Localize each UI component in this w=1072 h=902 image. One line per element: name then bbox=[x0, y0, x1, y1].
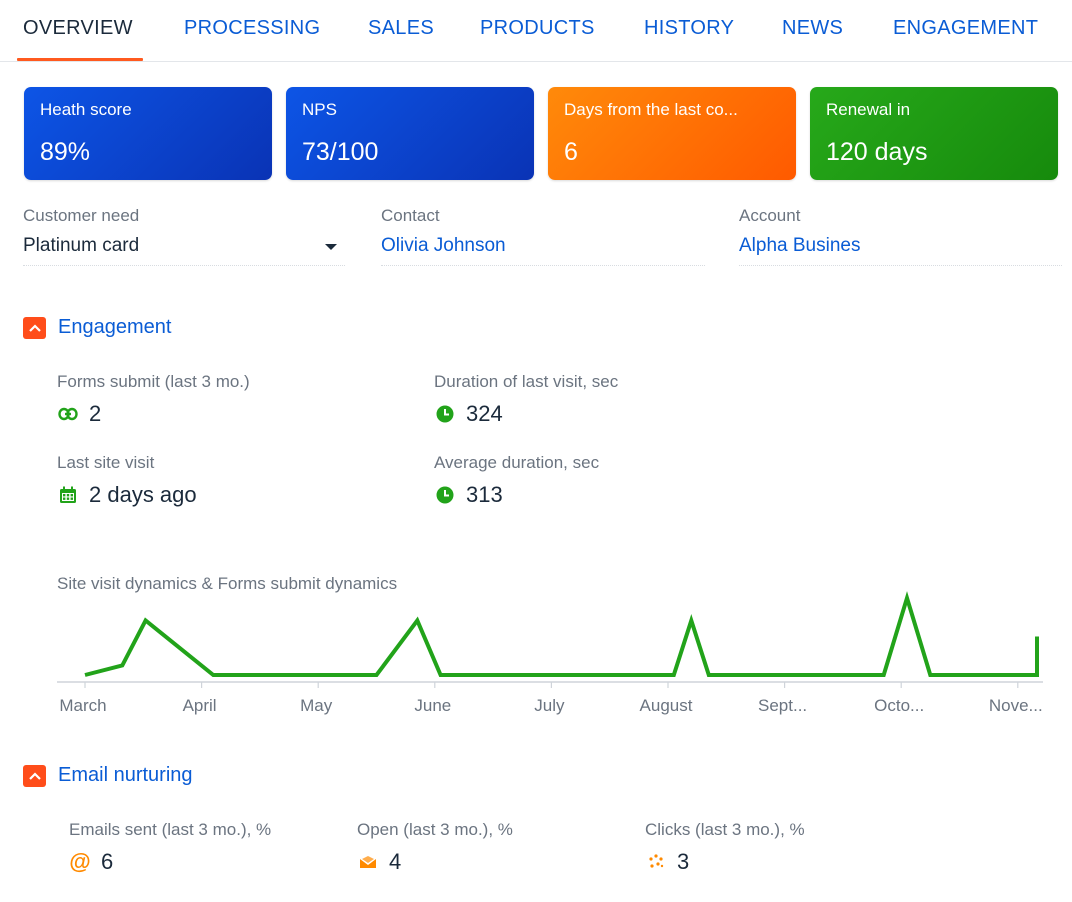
metric-label: Clicks (last 3 mo.), % bbox=[645, 820, 805, 839]
clock-icon bbox=[434, 484, 456, 506]
x-tick-label: Octo... bbox=[874, 696, 924, 715]
tab-overview[interactable]: OVERVIEW bbox=[23, 17, 133, 39]
x-tick-label: July bbox=[534, 696, 565, 715]
emails-sent-metric: Emails sent (last 3 mo.), % @ 6 bbox=[69, 820, 271, 875]
tab-bar: OVERVIEW PROCESSING SALES PRODUCTS HISTO… bbox=[0, 0, 1072, 62]
forms-submit-metric: Forms submit (last 3 mo.) 2 bbox=[57, 372, 250, 427]
tab-products[interactable]: PRODUCTS bbox=[480, 17, 595, 39]
contact-field: Contact Olivia Johnson bbox=[381, 206, 705, 266]
engagement-section-header[interactable]: Engagement bbox=[23, 316, 171, 339]
metric-value: 3 bbox=[677, 849, 690, 874]
x-tick-label: April bbox=[183, 696, 217, 715]
chart-title: Site visit dynamics & Forms submit dynam… bbox=[57, 574, 398, 593]
email-nurturing-section-header[interactable]: Email nurturing bbox=[23, 764, 193, 787]
clicks-metric: Clicks (last 3 mo.), % 3 bbox=[645, 820, 805, 875]
account-link[interactable]: Alpha Busines bbox=[739, 235, 861, 256]
tab-engagement[interactable]: ENGAGEMENT bbox=[893, 17, 1039, 39]
x-tick-label: March bbox=[59, 696, 106, 715]
tab-history[interactable]: HISTORY bbox=[644, 17, 735, 39]
account-field: Account Alpha Busines bbox=[739, 206, 1062, 266]
metric-value: 6 bbox=[101, 849, 114, 874]
section-title: Engagement bbox=[58, 316, 172, 338]
health-score-card: Heath score 89% bbox=[24, 87, 272, 180]
card-value: 89% bbox=[40, 138, 91, 166]
field-value: Platinum card bbox=[23, 235, 140, 256]
section-title: Email nurturing bbox=[58, 764, 193, 786]
last-site-visit-metric: Last site visit 2 days ago bbox=[57, 453, 197, 508]
tab-news[interactable]: NEWS bbox=[782, 17, 844, 39]
envelope-open-icon bbox=[357, 851, 379, 873]
field-label: Account bbox=[739, 206, 801, 225]
nps-card: NPS 73/100 bbox=[286, 87, 534, 180]
field-label: Customer need bbox=[23, 206, 140, 225]
x-tick-label: Sept... bbox=[758, 696, 807, 715]
active-tab-indicator bbox=[17, 58, 143, 61]
card-label: NPS bbox=[302, 100, 337, 119]
card-value: 6 bbox=[564, 138, 578, 166]
click-icon bbox=[645, 851, 667, 873]
renewal-card: Renewal in 120 days bbox=[810, 87, 1058, 180]
metric-label: Average duration, sec bbox=[434, 453, 600, 472]
x-tick-label: August bbox=[640, 696, 693, 715]
metric-value: 4 bbox=[389, 849, 402, 874]
tab-processing[interactable]: PROCESSING bbox=[184, 17, 321, 39]
x-tick-label: Nove... bbox=[989, 696, 1043, 715]
metric-value: 313 bbox=[466, 482, 503, 507]
metric-label: Open (last 3 mo.), % bbox=[357, 820, 513, 839]
metric-value: 2 bbox=[89, 401, 102, 426]
card-value: 120 days bbox=[826, 138, 928, 166]
series-line bbox=[84, 591, 1039, 677]
tab-sales[interactable]: SALES bbox=[368, 17, 434, 39]
chevron-up-icon[interactable] bbox=[23, 316, 46, 339]
metric-label: Emails sent (last 3 mo.), % bbox=[69, 820, 272, 839]
metric-value: 324 bbox=[466, 401, 503, 426]
metric-label: Last site visit bbox=[57, 453, 155, 472]
metric-label: Forms submit (last 3 mo.) bbox=[57, 372, 250, 391]
x-tick-label: June bbox=[414, 696, 451, 715]
duration-last-visit-metric: Duration of last visit, sec 324 bbox=[434, 372, 618, 427]
clock-icon bbox=[434, 403, 456, 425]
customer-need-field[interactable]: Customer need Platinum card bbox=[23, 206, 345, 266]
card-label: Days from the last co... bbox=[564, 100, 738, 119]
metric-label: Duration of last visit, sec bbox=[434, 372, 619, 391]
days-since-contact-card: Days from the last co... 6 bbox=[548, 87, 796, 180]
chevron-up-icon[interactable] bbox=[23, 764, 46, 787]
open-metric: Open (last 3 mo.), % 4 bbox=[357, 820, 513, 875]
field-label: Contact bbox=[381, 206, 440, 225]
at-icon: @ bbox=[69, 849, 91, 874]
card-label: Heath score bbox=[40, 100, 132, 119]
link-icon bbox=[57, 403, 79, 425]
chevron-down-icon[interactable] bbox=[325, 244, 337, 250]
contact-link[interactable]: Olivia Johnson bbox=[381, 235, 506, 256]
metric-value: 2 days ago bbox=[89, 482, 197, 507]
x-tick-label: May bbox=[300, 696, 333, 715]
average-duration-metric: Average duration, sec 313 bbox=[434, 453, 599, 508]
card-label: Renewal in bbox=[826, 100, 911, 119]
calendar-icon bbox=[57, 484, 79, 506]
card-value: 73/100 bbox=[302, 138, 379, 166]
